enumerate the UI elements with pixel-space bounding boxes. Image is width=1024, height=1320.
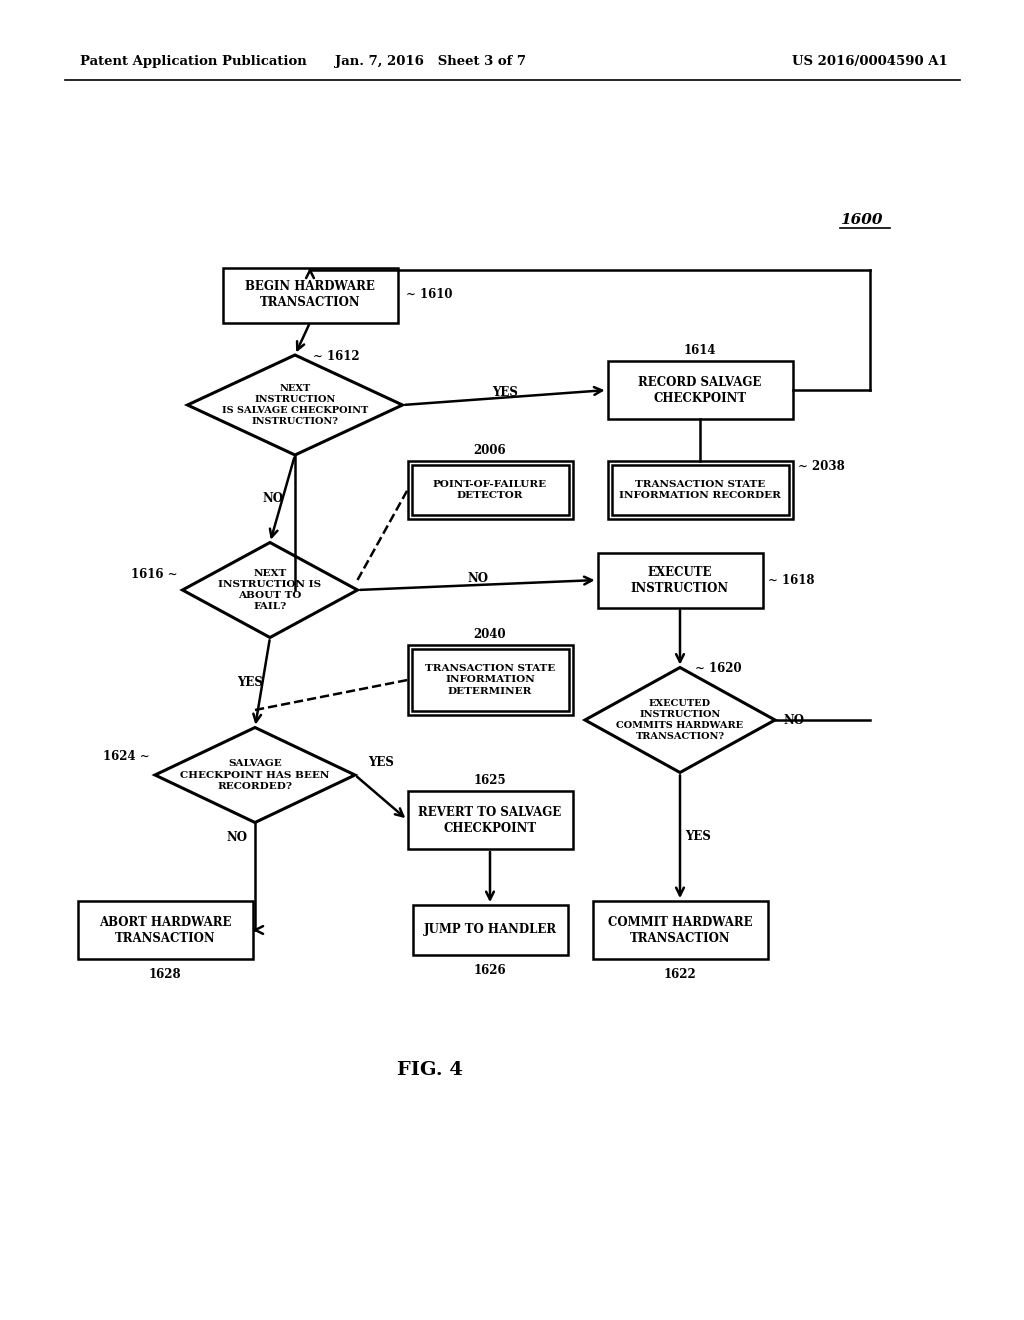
Text: NEXT
INSTRUCTION IS
ABOUT TO
FAIL?: NEXT INSTRUCTION IS ABOUT TO FAIL? [218,569,322,611]
Text: REVERT TO SALVAGE
CHECKPOINT: REVERT TO SALVAGE CHECKPOINT [419,805,561,834]
Polygon shape [187,355,402,455]
Bar [408,791,572,849]
Text: NO: NO [226,832,248,843]
Bar [607,360,793,418]
Text: Patent Application Publication: Patent Application Publication [80,55,307,69]
Bar [593,902,768,960]
Text: EXECUTE
INSTRUCTION: EXECUTE INSTRUCTION [631,565,729,594]
Text: RECORD SALVAGE
CHECKPOINT: RECORD SALVAGE CHECKPOINT [638,375,762,404]
Text: ~ 1612: ~ 1612 [313,351,359,363]
Text: 2040: 2040 [474,628,506,642]
Bar [597,553,763,607]
Text: 1628: 1628 [148,968,181,981]
Text: 1626: 1626 [474,964,506,977]
Text: COMMIT HARDWARE
TRANSACTION: COMMIT HARDWARE TRANSACTION [607,916,753,945]
Bar [412,465,568,515]
Bar [611,465,788,515]
Bar [222,268,397,322]
Text: ~ 1620: ~ 1620 [695,661,741,675]
Bar [607,461,793,519]
Text: 2006: 2006 [474,445,506,458]
Text: JUMP TO HANDLER: JUMP TO HANDLER [424,924,557,936]
Text: 1622: 1622 [664,968,696,981]
Text: NO: NO [467,572,488,585]
Text: NO: NO [783,714,804,726]
Text: POINT-OF-FAILURE
DETECTOR: POINT-OF-FAILURE DETECTOR [433,480,547,500]
Text: 1624 ~: 1624 ~ [103,751,150,763]
Text: ~ 1610: ~ 1610 [406,289,452,301]
Bar [408,645,572,715]
Text: YES: YES [493,387,518,400]
Bar [408,461,572,519]
Text: SALVAGE
CHECKPOINT HAS BEEN
RECORDED?: SALVAGE CHECKPOINT HAS BEEN RECORDED? [180,759,330,791]
Text: TRANSACTION STATE
INFORMATION RECORDER: TRANSACTION STATE INFORMATION RECORDER [620,480,781,500]
Text: YES: YES [369,756,394,770]
Text: US 2016/0004590 A1: US 2016/0004590 A1 [793,55,948,69]
Bar [78,902,253,960]
Text: TRANSACTION STATE
INFORMATION
DETERMINER: TRANSACTION STATE INFORMATION DETERMINER [425,664,555,696]
Polygon shape [155,727,355,822]
Text: 1600: 1600 [840,213,883,227]
Text: ~ 2038: ~ 2038 [798,459,844,473]
Text: NEXT
INSTRUCTION
IS SALVAGE CHECKPOINT
INSTRUCTION?: NEXT INSTRUCTION IS SALVAGE CHECKPOINT I… [222,384,368,426]
Text: EXECUTED
INSTRUCTION
COMMITS HARDWARE
TRANSACTION?: EXECUTED INSTRUCTION COMMITS HARDWARE TR… [616,698,743,741]
Text: YES: YES [238,676,263,689]
Text: ABORT HARDWARE
TRANSACTION: ABORT HARDWARE TRANSACTION [98,916,231,945]
Text: BEGIN HARDWARE
TRANSACTION: BEGIN HARDWARE TRANSACTION [245,281,375,309]
Text: 1616 ~: 1616 ~ [131,569,177,582]
Text: YES: YES [685,830,711,843]
Bar [413,906,567,954]
Text: NO: NO [262,492,284,506]
Polygon shape [585,668,775,772]
Text: 1614: 1614 [684,345,716,358]
Bar [412,649,568,711]
Text: 1625: 1625 [474,775,506,788]
Text: ~ 1618: ~ 1618 [768,573,814,586]
Polygon shape [182,543,357,638]
Text: Jan. 7, 2016   Sheet 3 of 7: Jan. 7, 2016 Sheet 3 of 7 [335,55,525,69]
Text: FIG. 4: FIG. 4 [397,1061,463,1078]
